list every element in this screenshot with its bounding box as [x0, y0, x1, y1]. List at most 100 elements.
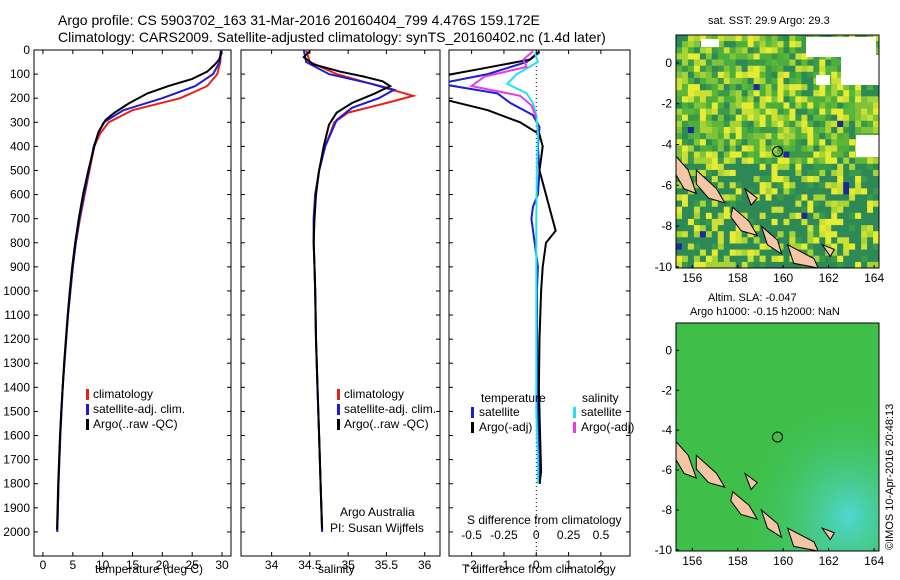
sst-cell [711, 47, 719, 54]
sst-cell [723, 169, 731, 177]
sst-cell [777, 35, 784, 42]
sst-cell [747, 47, 755, 54]
sst-cell [723, 231, 731, 238]
sst-cell [873, 206, 879, 214]
sst-cell [729, 255, 737, 263]
sst-cell [771, 133, 778, 140]
sst-cell [705, 90, 713, 97]
sst-cell [735, 35, 743, 42]
sst-cell [813, 102, 820, 109]
sst-cell [699, 77, 707, 85]
sst-cell [861, 157, 868, 165]
sst-cell [795, 261, 802, 268]
legend-swatch [573, 407, 576, 418]
sst-cell [723, 176, 731, 183]
sst-cell [789, 212, 796, 220]
sst-cell [861, 182, 868, 189]
sst-cell [753, 139, 761, 146]
map-y-tick-label: -8 [661, 219, 672, 233]
sst-cell [867, 114, 874, 122]
sst-cell [771, 35, 778, 42]
sst-cell [795, 59, 802, 67]
sst-cell [735, 84, 743, 91]
sst-cell [729, 243, 737, 251]
sst-cell [705, 53, 713, 60]
sst-cell [861, 237, 868, 244]
island [730, 490, 759, 520]
sst-cell [693, 249, 701, 257]
sst-cell [682, 237, 689, 244]
sst-cell [699, 237, 707, 244]
sst-cell [729, 84, 737, 91]
sst-cell [693, 237, 701, 244]
sst-cell [801, 127, 808, 134]
sst-cell [711, 151, 719, 159]
sst-cell [711, 163, 719, 171]
sst-cell [676, 108, 683, 116]
sst-cell [825, 65, 832, 73]
sst-cell [682, 218, 689, 226]
sst-cell [717, 182, 725, 189]
sst-cell [705, 96, 713, 103]
legend-label: satellite [581, 405, 622, 419]
sst-cell [747, 163, 755, 171]
sst-cell [729, 127, 737, 134]
sst-cell [867, 237, 874, 244]
sst-cell [759, 139, 767, 146]
sst-cell [861, 120, 868, 128]
sst-cell [682, 133, 689, 140]
sst-cell [873, 237, 879, 244]
sst-cell [759, 108, 767, 116]
legend-label: climatology [344, 387, 404, 401]
sst-cell [759, 243, 767, 251]
sst-cell [676, 90, 683, 97]
series-line-satellite-adj--clim- [302, 50, 397, 532]
sst-cell [693, 90, 701, 97]
sst-cell [867, 206, 874, 214]
sst-cell [771, 255, 778, 263]
sst-cell [753, 77, 761, 85]
sst-cell [867, 84, 874, 91]
sst-cell [699, 206, 707, 214]
legend-title-salinity: salinity [582, 391, 619, 405]
sst-cell [753, 188, 761, 195]
sst-cell [753, 225, 761, 232]
sst-cell [747, 145, 755, 152]
sst-cell [747, 102, 755, 109]
sst-cell [807, 163, 814, 171]
sst-cell [861, 163, 868, 171]
sst-cell [729, 71, 737, 79]
sst-cell [693, 139, 701, 146]
legend-swatch [86, 419, 89, 430]
sst-cell [741, 200, 749, 208]
sst-cell [711, 35, 719, 42]
sst-cell [729, 163, 737, 171]
sst-cell [807, 237, 814, 244]
sst-cell [795, 77, 802, 85]
sst-cell [849, 114, 856, 122]
sst-cell [849, 218, 856, 226]
sst-cell [843, 96, 850, 103]
sst-cell [682, 41, 689, 48]
sst-cell [795, 225, 802, 232]
sst-cell [717, 41, 725, 48]
sst-cell [735, 71, 743, 79]
sst-cell [807, 139, 814, 146]
sst-cell [699, 157, 707, 165]
sst-cell [795, 53, 802, 60]
sst-cell [867, 90, 874, 97]
sst-cell [735, 261, 743, 268]
sst-map: 156 158 160 162 164 0 -2 -4 -6 -8 -10 [655, 34, 884, 285]
sst-cell [783, 114, 790, 122]
sst-cell [873, 225, 879, 232]
sst-cell [855, 96, 862, 103]
sst-cell [753, 47, 761, 54]
sst-cell [855, 206, 862, 214]
sst-cell [873, 200, 879, 208]
sst-cell [819, 218, 826, 226]
sst-cell [831, 194, 838, 201]
sst-cell [837, 145, 844, 152]
sst-cell [705, 163, 713, 171]
sst-cell [729, 77, 737, 85]
map-y-tick-label: -4 [661, 138, 672, 152]
